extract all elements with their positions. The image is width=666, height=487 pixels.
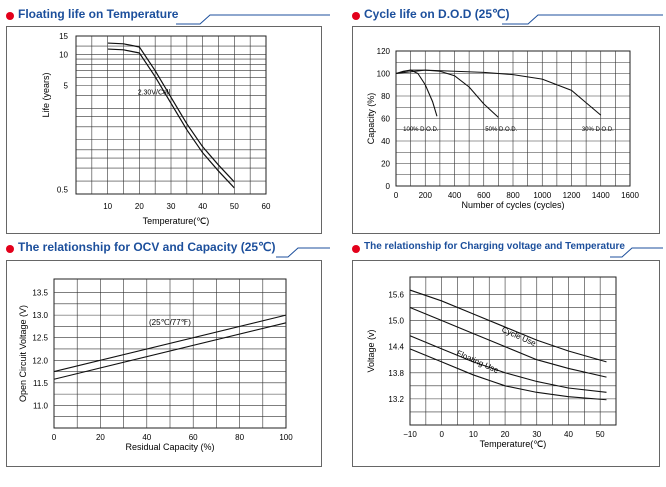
curve-annotation: 2.30V/Cell — [138, 89, 171, 96]
dod-annotation: 100% D.O.D. — [403, 127, 439, 133]
x-tick-label: 100 — [279, 433, 293, 442]
bullet-icon — [352, 245, 360, 253]
y-tick-label: 12.5 — [32, 334, 48, 343]
y-tick-label: 80 — [381, 92, 390, 101]
y-tick-label: 20 — [381, 160, 390, 169]
header-underline — [502, 14, 663, 25]
y-tick-label: 0.5 — [57, 185, 69, 194]
cycle-use-annotation: Cycle Use — [500, 325, 537, 348]
y-tick-label: 0 — [386, 182, 391, 191]
series-line-0 — [53, 314, 287, 373]
series-line-3 — [409, 348, 607, 401]
x-tick-label: 20 — [96, 433, 105, 442]
y-axis-label: Voltage (v) — [366, 329, 376, 372]
ocv-capacity-chart: 0 20 40 60 80 100 11.0 11.5 12.0 12.5 13.0 13.5 Resi… — [18, 278, 293, 452]
x-tick-label: 40 — [198, 202, 207, 211]
series-line-0 — [409, 289, 607, 363]
y-tick-label: 13.0 — [32, 311, 48, 320]
y-tick-label: 15 — [59, 32, 68, 41]
x-tick-label: −10 — [403, 430, 417, 439]
temp-annotation: (25℃/77℉) — [149, 318, 191, 327]
x-tick-label: 10 — [103, 202, 112, 211]
bullet-icon — [6, 12, 14, 20]
x-tick-label: 200 — [419, 191, 433, 200]
charging-voltage-chart: −10 0 10 20 30 40 50 13.2 13.8 14.4 15.0 15.6 Temper… — [366, 276, 617, 449]
x-tick-label: 30 — [532, 430, 541, 439]
y-axis-label: Capacity (%) — [366, 93, 376, 145]
life-curve-upper — [107, 42, 235, 183]
cycle-life-chart: 0 200 400 600 800 1000 1200 1400 1600 0 20 40 60 80 10… — [366, 47, 639, 210]
series-line-1 — [53, 322, 287, 380]
header-underline — [176, 14, 330, 25]
x-tick-label: 1400 — [592, 191, 610, 200]
y-tick-label: 13.8 — [388, 369, 404, 378]
x-tick-label: 30 — [167, 202, 176, 211]
ocv-capacity-header: The relationship for OCV and Capacity (2… — [6, 238, 330, 260]
y-axis-label: Life (years) — [41, 72, 51, 117]
x-tick-label: 60 — [262, 202, 271, 211]
x-tick-label: 1200 — [563, 191, 581, 200]
y-tick-label: 40 — [381, 137, 390, 146]
y-tick-label: 15.0 — [388, 317, 404, 326]
floating-use-annotation: Floating Use — [455, 349, 500, 376]
y-axis-label: Open Circuit Voltage (V) — [18, 305, 28, 402]
y-tick-label: 100 — [377, 70, 391, 79]
y-tick-label: 11.0 — [33, 401, 49, 410]
x-tick-label: 20 — [135, 202, 144, 211]
header-underline — [610, 247, 663, 258]
bullet-icon — [352, 12, 360, 20]
floating-life-title: Floating life on Temperature — [18, 7, 179, 21]
y-tick-label: 60 — [381, 115, 390, 124]
x-tick-label: 800 — [506, 191, 520, 200]
x-tick-label: 40 — [564, 430, 573, 439]
y-tick-label: 11.5 — [33, 379, 49, 388]
x-tick-label: 60 — [189, 433, 198, 442]
x-tick-label: 1600 — [621, 191, 639, 200]
charging-voltage-header: The relationship for Charging voltage an… — [352, 238, 664, 260]
series-line-2 — [395, 69, 602, 116]
x-tick-label: 10 — [469, 430, 478, 439]
y-tick-label: 14.4 — [388, 343, 404, 352]
x-tick-label: 0 — [394, 191, 399, 200]
x-tick-label: 40 — [142, 433, 151, 442]
bullet-icon — [6, 245, 14, 253]
x-tick-label: 20 — [501, 430, 510, 439]
plot-frame — [409, 276, 617, 426]
life-curve-lower — [107, 48, 235, 189]
y-tick-label: 13.5 — [32, 289, 48, 298]
y-tick-label: 12.0 — [32, 356, 48, 365]
floating-life-box — [6, 26, 322, 234]
x-axis-label: Temperature(℃) — [143, 216, 210, 226]
y-tick-label: 120 — [377, 47, 391, 56]
cycle-life-header: Cycle life on D.O.D (25℃) — [352, 5, 664, 27]
x-axis-label: Number of cycles (cycles) — [461, 200, 564, 210]
x-axis-label: Temperature(℃) — [480, 439, 547, 449]
x-axis-label: Residual Capacity (%) — [125, 442, 214, 452]
x-tick-label: 50 — [230, 202, 239, 211]
x-tick-label: 600 — [477, 191, 491, 200]
y-tick-label: 15.6 — [388, 290, 404, 299]
ocv-capacity-title: The relationship for OCV and Capacity (2… — [18, 240, 276, 254]
floating-life-header: Floating life on Temperature — [6, 5, 330, 27]
x-tick-label: 400 — [448, 191, 462, 200]
y-tick-label: 10 — [59, 50, 68, 59]
series-line-0 — [395, 69, 438, 117]
dod-annotation: 50% D.O.D. — [485, 127, 517, 133]
series-line-1 — [395, 69, 499, 118]
floating-life-chart: 10 20 30 40 50 60 15 10 5 0.5 Temperature(℃) Life (… — [41, 32, 271, 226]
cycle-life-title: Cycle life on D.O.D (25℃) — [364, 7, 510, 21]
x-tick-label: 80 — [235, 433, 244, 442]
x-tick-label: 0 — [439, 430, 444, 439]
x-tick-label: 1000 — [533, 191, 551, 200]
header-underline — [276, 247, 330, 258]
x-tick-label: 50 — [596, 430, 605, 439]
series-line-1 — [409, 306, 607, 378]
y-tick-label: 13.2 — [388, 395, 404, 404]
x-tick-label: 0 — [52, 433, 57, 442]
dod-annotation: 30% D.O.D. — [582, 127, 614, 133]
y-tick-label: 5 — [64, 82, 69, 91]
series-line-2 — [409, 335, 607, 393]
ocv-capacity-box — [6, 260, 322, 467]
charging-voltage-title: The relationship for Charging voltage an… — [364, 241, 625, 252]
